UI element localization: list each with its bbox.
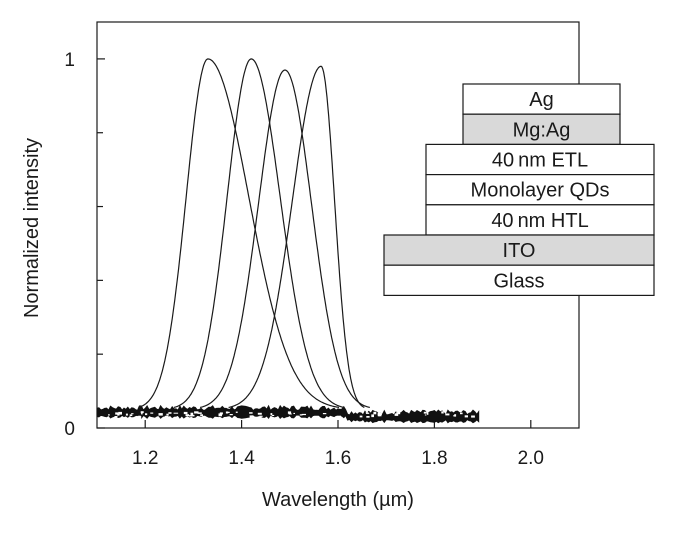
stack-layer-box [462,83,621,115]
noise-speckle [165,415,169,419]
spectrum-line-4 [228,65,365,409]
noise-speckle [426,412,429,415]
noise-speckle [229,414,233,416]
noise-speckle [445,413,450,416]
noise-speckle [301,413,306,416]
noise-speckle [190,412,194,416]
noise-speckle [191,414,195,417]
stack-layer-box [383,234,655,266]
noise-speckle [396,412,401,415]
noise-speckle [115,412,119,415]
noise-speckle [114,416,118,418]
y-tick-label: 1 [64,50,75,71]
noise-speckle [235,411,238,413]
x-tick-label: 1.8 [421,448,447,469]
noise-speckle [158,413,163,416]
noise-speckle [359,415,363,418]
noise-speckle [249,412,253,414]
stack-layer-label: ITO [503,240,536,262]
noise-speckle [249,415,254,418]
noise-speckle [365,411,368,413]
noise-speckle [288,413,292,415]
noise-speckle [287,411,292,414]
noise-speckle [168,412,172,414]
stack-layer-box [425,143,655,176]
series-lines [138,58,370,409]
noise-speckle [464,415,468,418]
noise-speckle [271,414,275,416]
noise-speckle [225,411,229,414]
noise-speckle [227,411,230,413]
stack-layer-box [383,264,655,297]
noise-speckle [423,411,427,414]
x-tick-label: 2.0 [518,448,544,469]
noise-speckle [460,412,463,415]
stack-layer-label: Glass [493,270,544,292]
stack-layer-label: Ag [529,89,553,111]
noise-speckle [197,412,202,414]
noise-speckle [117,413,120,416]
stack-layer-label: 40 nm ETL [492,150,588,172]
noise-speckle [200,414,203,417]
noise-speckle [295,415,300,418]
noise-speckle [471,415,475,418]
noise-speckle [441,411,444,414]
noise-speckle [394,413,399,416]
noise-speckle [173,412,179,414]
noise-speckle [454,414,457,417]
noise-speckle [366,416,370,418]
stack-layer-label: Mg:Ag [513,119,571,141]
stack-layer-label: 40 nm HTL [491,210,588,232]
noise-speckle [183,411,188,415]
noise-speckle [299,414,303,416]
noise-speckle [218,413,222,417]
stack-layer-box [462,113,621,145]
noise-speckle [125,413,128,416]
noise-speckle [166,413,169,416]
noise-speckle [293,412,295,414]
noise-speckle [377,413,380,417]
noise-speckle [131,413,134,415]
x-axis-label: Wavelength (µm) [262,489,414,511]
noise-speckle [336,415,341,418]
noise-speckle [150,412,154,414]
x-tick-label: 1.4 [228,448,255,469]
noise-speckle [257,412,262,415]
baseline-noise [96,404,480,424]
noise-speckle [259,415,263,417]
noise-speckle [194,411,199,414]
noise-speckle [189,415,193,417]
stack-layer-label: Monolayer QDs [471,180,610,202]
noise-speckle [371,414,374,418]
noise-speckle [145,413,148,416]
noise-speckle [322,413,327,415]
noise-speckle [129,414,133,416]
stack-layer-box [425,204,655,236]
y-tick-label: 0 [64,419,75,440]
spectrum-line-1 [138,58,340,409]
x-tick-label: 1.6 [325,448,351,469]
noise-speckle [118,411,122,415]
noise-speckle [108,414,110,416]
noise-band [96,404,480,424]
noise-speckle [185,414,189,417]
noise-speckle [137,416,142,419]
device-stack-inset: Ag Mg:Ag 40 nm ETL Monolayer QDs 40 nm HTL IT… [383,83,655,297]
noise-speckle [373,411,377,415]
noise-speckle [365,412,370,414]
noise-speckle [141,411,143,415]
noise-speckle [270,413,273,416]
spectrum-line-2 [173,58,344,409]
noise-speckle [424,414,427,416]
axes: 1.2 1.4 1.6 1.8 2.0 0 1 [64,21,580,469]
x-tick-label: 1.2 [132,448,158,469]
y-axis-label: Normalized intensity [21,138,43,318]
spectrum-line-3 [199,69,370,409]
